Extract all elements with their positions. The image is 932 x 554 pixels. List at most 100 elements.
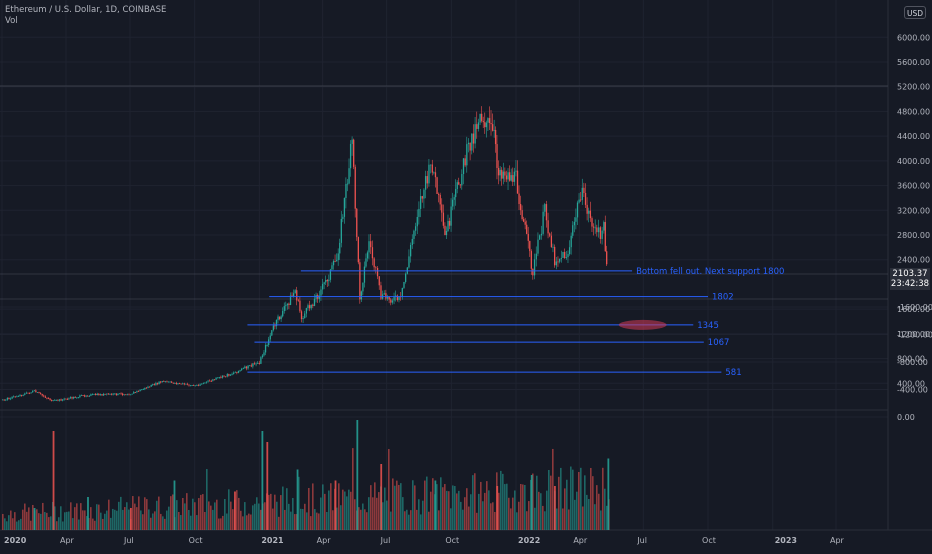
candle-body	[436, 177, 437, 194]
candle-body	[476, 124, 477, 129]
candle-body	[8, 398, 9, 399]
candle-body	[59, 399, 60, 400]
volume-bar-bg	[538, 492, 540, 530]
candle-body	[333, 261, 334, 265]
candle-body	[100, 394, 101, 395]
volume-bar-bg	[240, 511, 242, 530]
volume-bar-bg	[224, 499, 226, 530]
candle-body	[263, 352, 264, 355]
volume-bar-4	[174, 481, 176, 531]
volume-bar-bg	[286, 488, 288, 530]
volume-bar-bg	[322, 484, 324, 530]
candle-body	[190, 385, 191, 386]
candle-body	[138, 391, 139, 392]
candle-body	[147, 387, 148, 388]
candle-body	[566, 257, 567, 258]
candle-body	[4, 400, 5, 401]
volume-bar-bg	[324, 494, 326, 530]
candle-body	[590, 211, 591, 218]
volume-bar-bg	[60, 506, 62, 530]
volume-bar-bg	[464, 497, 466, 530]
volume-bar-bg	[584, 475, 586, 530]
volume-bar-bg	[512, 498, 514, 530]
volume-bar-bg	[18, 520, 20, 530]
candle-body	[507, 172, 508, 179]
candle-body	[561, 258, 562, 259]
volume-bar-bg	[406, 510, 408, 530]
candle-body	[302, 318, 303, 319]
candle-body	[512, 175, 513, 182]
candle-body	[525, 222, 526, 225]
candle-body	[144, 388, 145, 389]
currency-button[interactable]: USD	[904, 6, 926, 19]
candle-body	[500, 170, 501, 175]
candle-body	[501, 170, 502, 179]
volume-bar-bg	[150, 518, 152, 530]
candle-body	[120, 393, 121, 394]
time-tick-label-13: Apr	[830, 536, 845, 545]
volume-bar-bg	[72, 518, 74, 530]
candle-body	[532, 269, 533, 276]
volume-bar-bg	[122, 510, 124, 530]
volume-bar-bg	[456, 493, 458, 530]
candle-body	[223, 375, 224, 376]
candle-body	[471, 134, 472, 151]
candle-body	[84, 395, 85, 396]
candle-body	[379, 276, 380, 285]
volume-bar-bg	[154, 511, 156, 530]
candle-body	[109, 394, 110, 395]
volume-bar-bg	[48, 517, 50, 530]
candle-body	[254, 363, 255, 364]
candle-body	[595, 227, 596, 228]
candle-body	[295, 290, 296, 293]
candle-body	[30, 392, 31, 393]
volume-bar-bg	[126, 502, 128, 530]
volume-bar-bg	[152, 513, 154, 530]
price-tick-label-5: 4000.00	[897, 157, 930, 166]
candle-body	[486, 123, 487, 128]
candle-body	[427, 176, 428, 183]
volume-bar-bg	[544, 511, 546, 530]
candle-body	[64, 399, 65, 400]
candle-body	[187, 384, 188, 385]
candle-body	[259, 363, 260, 364]
candle-body	[162, 381, 163, 382]
candle-body	[458, 182, 459, 184]
volume-bar-bg	[354, 499, 356, 530]
volume-bar-bg	[158, 497, 160, 530]
candle-body	[71, 397, 72, 398]
volume-bar-bg	[202, 494, 204, 530]
candle-body	[356, 209, 357, 237]
volume-bar-bg	[288, 504, 290, 530]
candle-body	[534, 259, 535, 275]
candle-body	[446, 231, 447, 235]
volume-bar-bg	[408, 515, 410, 530]
candle-body	[307, 305, 308, 308]
candle-body	[111, 394, 112, 395]
volume-bar-bg	[498, 493, 500, 530]
volume-bar-5	[234, 492, 236, 531]
candle-body	[449, 221, 450, 226]
volume-bar-bg	[56, 521, 58, 530]
candle-body	[506, 176, 507, 180]
volume-bar-bg	[462, 510, 464, 530]
volume-bar-bg	[598, 494, 600, 530]
volume-bar-bg	[12, 518, 14, 530]
volume-bar-bg	[50, 516, 52, 530]
candle-body	[185, 384, 186, 385]
candle-body	[193, 385, 194, 386]
candle-body	[143, 389, 144, 390]
candle-body	[487, 118, 488, 123]
volume-bar-bg	[14, 512, 16, 530]
volume-bar-bg	[186, 493, 188, 530]
candle-body	[515, 171, 516, 172]
candle-body	[157, 383, 158, 384]
candle-body	[37, 392, 38, 393]
volume-bar-bg	[388, 449, 390, 530]
candle-body	[580, 200, 581, 201]
volume-bar-bg	[36, 509, 38, 530]
candle-body	[89, 396, 90, 397]
volume-bar-bg	[242, 516, 244, 530]
candle-body	[481, 114, 482, 121]
